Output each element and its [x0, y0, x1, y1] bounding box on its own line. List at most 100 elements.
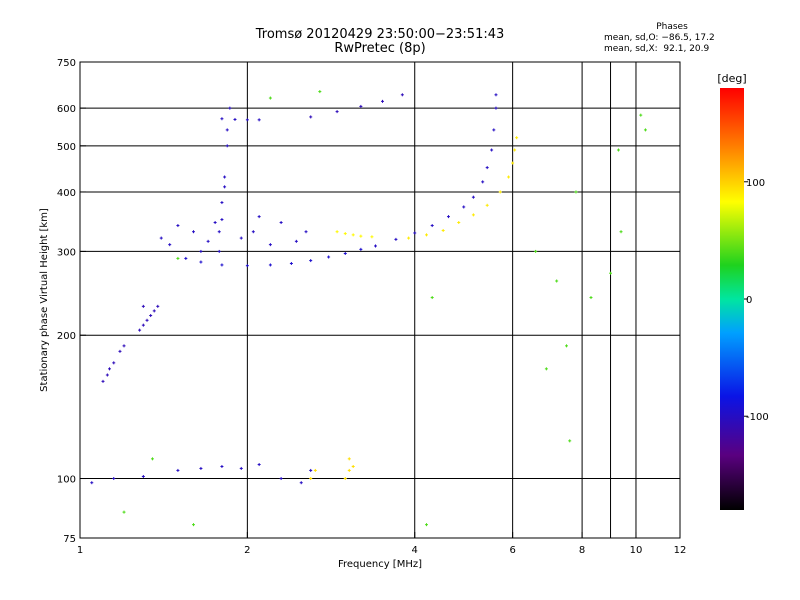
data-point [220, 464, 224, 468]
data-point [213, 221, 217, 225]
data-point [105, 373, 109, 377]
data-point [616, 148, 620, 152]
colorbar-tick-label: -100 [746, 412, 769, 423]
phases-x-stats: mean, sd,X: 92.1, 20.9 [604, 44, 710, 54]
colorbar-label: [deg] [717, 72, 746, 85]
y-tick-label: 100 [57, 475, 76, 486]
data-point [225, 128, 229, 132]
data-point [498, 190, 502, 194]
data-point [251, 230, 255, 234]
data-point [335, 110, 339, 114]
data-point [122, 510, 126, 514]
data-point [101, 379, 105, 383]
data-point [309, 259, 313, 263]
x-axis-label: Frequency [MHz] [338, 559, 422, 570]
data-point [122, 344, 126, 348]
data-point [289, 261, 293, 265]
data-point [494, 93, 498, 97]
data-point [257, 463, 261, 467]
data-point [639, 113, 643, 117]
x-tick-label: 4 [412, 545, 418, 556]
data-point [199, 466, 203, 470]
x-tick-label: 1 [77, 545, 83, 556]
data-point [112, 361, 116, 365]
y-tick-label: 75 [63, 534, 76, 545]
y-tick-label: 500 [57, 142, 76, 153]
x-tick-label: 8 [579, 545, 585, 556]
data-point [145, 318, 149, 322]
data-point [481, 180, 485, 184]
data-point [544, 367, 548, 371]
data-point [430, 224, 434, 228]
data-point [268, 243, 272, 247]
data-point [294, 239, 298, 243]
data-point [184, 256, 188, 260]
colorbar-tick-label: 0 [746, 295, 752, 306]
data-point [413, 231, 417, 235]
data-point [268, 96, 272, 100]
data-point [335, 230, 339, 234]
data-point [347, 457, 351, 461]
data-point [245, 264, 249, 268]
data-point [233, 117, 237, 121]
data-point [223, 185, 227, 189]
data-point [347, 468, 351, 472]
data-point [176, 468, 180, 472]
data-point [228, 106, 232, 110]
data-point [513, 148, 517, 152]
data-point [471, 195, 475, 199]
data-point [492, 128, 496, 132]
data-point [223, 175, 227, 179]
y-tick-label: 750 [57, 58, 76, 69]
data-point [507, 175, 511, 179]
data-point [359, 234, 363, 238]
data-point [152, 309, 156, 313]
data-point [112, 477, 116, 481]
data-point [373, 244, 377, 248]
y-axis-label: Stationary phase Virtual Height [km] [39, 208, 50, 392]
data-point [118, 349, 122, 353]
data-point [457, 221, 461, 225]
data-point [471, 213, 475, 217]
data-point [313, 468, 317, 472]
data-point [159, 236, 163, 240]
data-point [141, 304, 145, 308]
data-point [574, 190, 578, 194]
colorbar [720, 88, 744, 510]
data-point [138, 328, 142, 332]
y-tick-label: 200 [57, 331, 76, 342]
data-point [534, 249, 538, 253]
data-point [150, 457, 154, 461]
y-tick-label: 300 [57, 247, 76, 258]
data-point [239, 466, 243, 470]
data-point [108, 367, 112, 371]
data-point [217, 249, 221, 253]
x-tick-label: 10 [630, 545, 643, 556]
data-point [199, 249, 203, 253]
data-point [446, 215, 450, 219]
data-point [309, 115, 313, 119]
data-point [494, 106, 498, 110]
data-point [220, 218, 224, 222]
data-point [257, 118, 261, 122]
plot-frame [79, 61, 681, 539]
data-point [239, 236, 243, 240]
data-point [394, 237, 398, 241]
data-point [220, 117, 224, 121]
data-point [309, 477, 313, 481]
x-tick-label: 2 [244, 545, 250, 556]
data-point [400, 93, 404, 97]
data-point [176, 224, 180, 228]
data-point [485, 203, 489, 207]
data-point [351, 464, 355, 468]
data-point [199, 260, 203, 264]
chart-title: Tromsø 20120429 23:50:00−23:51:43 [255, 27, 505, 42]
data-point [225, 144, 229, 148]
data-point [485, 166, 489, 170]
data-point [156, 304, 160, 308]
data-point [359, 247, 363, 251]
data-point [191, 523, 195, 527]
data-point [149, 314, 153, 318]
data-point [245, 118, 249, 122]
data-point [609, 271, 613, 275]
